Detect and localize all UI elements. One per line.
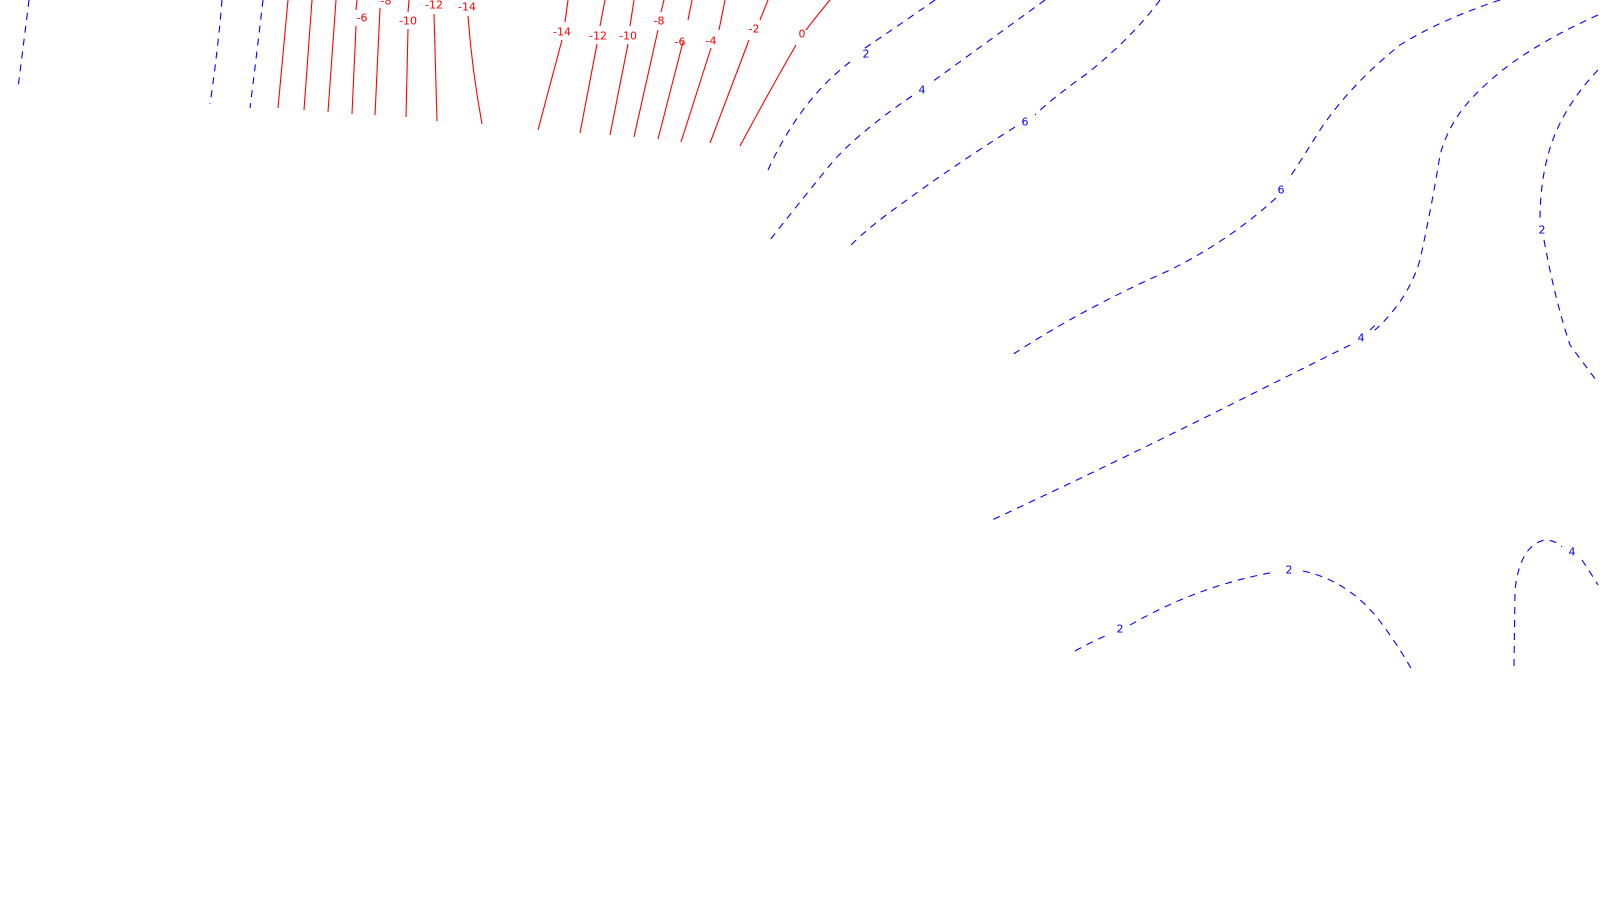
contour-label: -6 xyxy=(675,36,686,49)
contour-line-pos xyxy=(1074,570,1413,671)
contour-line-neg xyxy=(374,7,381,116)
contour-line-pos xyxy=(769,0,1046,241)
negative-contours-left xyxy=(277,0,483,125)
contour-label: 4 xyxy=(1569,546,1576,559)
contour-line-neg xyxy=(327,0,337,113)
contour-label: 2 xyxy=(863,48,870,61)
contour-line-pos xyxy=(991,14,1599,521)
contour-line-pos xyxy=(1011,0,1501,356)
contour-line-pos xyxy=(1539,69,1599,381)
contour-label: 0 xyxy=(799,28,806,41)
contour-label: -14 xyxy=(458,1,476,14)
contour-line-neg xyxy=(609,0,635,136)
contour-label: -4 xyxy=(706,35,717,48)
contour-label: 6 xyxy=(1278,184,1285,197)
contour-label: 6 xyxy=(1022,116,1029,129)
contour-label: -8 xyxy=(654,15,665,28)
contour-line-neg xyxy=(633,0,665,138)
contour-label: -6 xyxy=(357,12,368,25)
contour-line-neg xyxy=(303,0,313,111)
contour-label: 2 xyxy=(1286,564,1293,577)
positive-contours xyxy=(17,0,1599,671)
contour-label: -14 xyxy=(553,26,571,39)
contour-line-neg xyxy=(467,15,483,125)
contour-label: -12 xyxy=(589,30,607,43)
contour-line-neg xyxy=(709,0,769,144)
contour-line-pos xyxy=(209,0,223,105)
contour-line-neg xyxy=(433,13,438,122)
contour-label: -2 xyxy=(749,23,760,36)
contour-label: 4 xyxy=(919,84,926,97)
contour-label: -10 xyxy=(619,30,637,43)
contour-line-pos xyxy=(767,0,936,171)
contour-line-neg xyxy=(657,0,693,140)
contour-line-neg xyxy=(680,0,726,143)
contour-label: -12 xyxy=(425,0,443,12)
contour-line-pos xyxy=(1513,539,1599,667)
contour-line-neg xyxy=(351,0,358,115)
contour-line-neg xyxy=(739,0,831,147)
contour-line-pos xyxy=(17,0,30,89)
contour-line-pos xyxy=(849,0,1161,247)
contour-line-neg xyxy=(537,0,569,131)
contour-line-neg xyxy=(405,0,410,118)
contour-label: 2 xyxy=(1539,224,1546,237)
contour-line-neg xyxy=(277,0,289,109)
contour-line-pos xyxy=(249,0,264,109)
contour-labels: -6 -8 -10 -12 -14 -14 -12 -10 -8 -6 -4 -… xyxy=(357,0,1576,636)
contour-label: -8 xyxy=(381,0,392,8)
negative-contours-right xyxy=(537,0,831,147)
contour-label: -10 xyxy=(399,15,417,28)
contour-line-neg xyxy=(579,0,606,134)
contour-label: 4 xyxy=(1358,332,1365,345)
contour-label: 2 xyxy=(1117,623,1124,636)
